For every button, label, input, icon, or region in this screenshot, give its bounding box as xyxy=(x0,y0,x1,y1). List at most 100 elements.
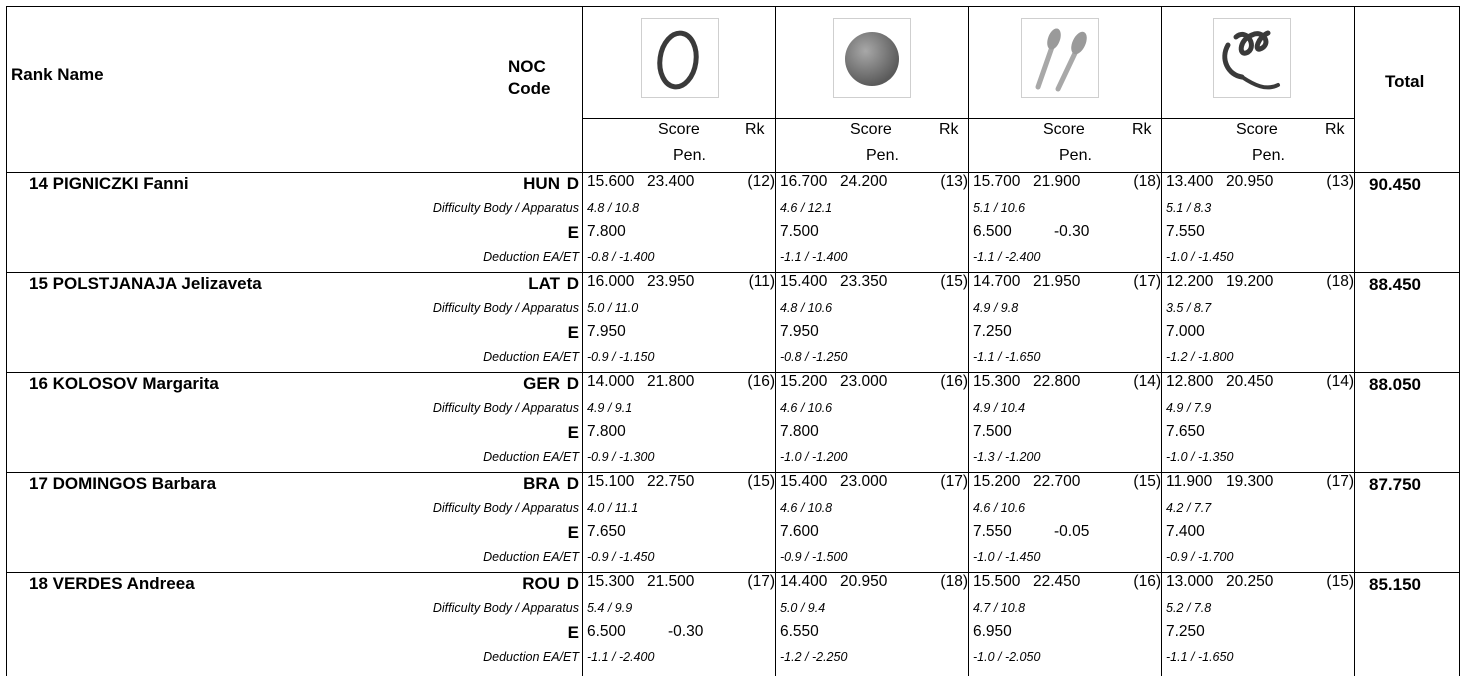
d-score: 15.300 xyxy=(973,373,1021,390)
athlete-noc: ROU xyxy=(522,574,560,593)
d-score: 15.600 xyxy=(587,173,635,190)
apparatus-rank: (16) xyxy=(940,373,968,390)
d-score: 13.400 xyxy=(1166,173,1214,190)
e-score: 7.000 xyxy=(1166,323,1205,340)
difficulty-value: 5.1 / 8.3 xyxy=(1166,201,1212,215)
difficulty-value: 4.7 / 10.8 xyxy=(973,601,1026,615)
col-sep-2 xyxy=(775,6,776,676)
deduction-value: -1.0 / -1.200 xyxy=(780,450,848,464)
difficulty-value: 4.9 / 9.1 xyxy=(587,401,633,415)
athlete-rank-name: 16 KOLOSOV Margarita xyxy=(29,374,219,393)
deduction-value: -0.9 / -1.500 xyxy=(780,550,848,564)
apparatus-score: 23.000 xyxy=(840,373,888,390)
d-label: D xyxy=(566,374,579,393)
deduction-label: Deduction EA/ET xyxy=(483,450,579,464)
apparatus-rank: (16) xyxy=(747,373,775,390)
difficulty-value: 4.8 / 10.6 xyxy=(780,301,833,315)
e-score: 7.950 xyxy=(587,323,626,340)
e-score: 6.500 xyxy=(973,223,1012,240)
d-score: 15.700 xyxy=(973,173,1021,190)
apparatus-score: 22.450 xyxy=(1033,573,1081,590)
difficulty-value: 5.0 / 11.0 xyxy=(587,301,639,315)
d-score: 12.200 xyxy=(1166,273,1214,290)
e-score: 7.250 xyxy=(1166,623,1205,640)
apparatus-rank: (12) xyxy=(747,173,775,190)
apparatus-rank: (18) xyxy=(1133,173,1161,190)
athlete-rank-name: 17 DOMINGOS Barbara xyxy=(29,474,217,493)
rk-header-1: Rk xyxy=(745,121,765,138)
apparatus-score: 24.200 xyxy=(840,173,888,190)
deduction-value: -0.9 / -1.700 xyxy=(1166,550,1234,564)
apparatus-score: 21.500 xyxy=(647,573,695,590)
athlete-rank-name: 18 VERDES Andreea xyxy=(29,574,195,593)
apparatus-score: 23.400 xyxy=(647,173,695,190)
e-score: 7.650 xyxy=(1166,423,1205,440)
col-sep-1 xyxy=(582,6,583,676)
d-label: D xyxy=(566,274,579,293)
apparatus-rank: (13) xyxy=(1326,173,1354,190)
deduction-value: -0.8 / -1.400 xyxy=(587,250,655,264)
d-label: D xyxy=(566,574,579,593)
athlete-total: 87.750 xyxy=(1369,475,1421,494)
d-score: 15.200 xyxy=(973,473,1021,490)
athlete-total: 88.450 xyxy=(1369,275,1421,294)
penalty-value: -0.05 xyxy=(1054,523,1090,540)
d-score: 16.000 xyxy=(587,273,635,290)
apparatus-rank: (17) xyxy=(747,573,775,590)
score-header-1: Score xyxy=(658,121,700,138)
noc-header-line1: NOC xyxy=(508,57,546,76)
difficulty-value: 4.9 / 9.8 xyxy=(973,301,1019,315)
athlete-total: 90.450 xyxy=(1369,175,1421,194)
pen-header-2: Pen. xyxy=(866,147,899,164)
block-separator xyxy=(6,372,1460,373)
difficulty-label: Difficulty Body / Apparatus xyxy=(432,201,579,215)
difficulty-label: Difficulty Body / Apparatus xyxy=(432,501,579,515)
e-score: 7.950 xyxy=(780,323,819,340)
athlete-total: 85.150 xyxy=(1369,575,1421,594)
deduction-value: -0.9 / -1.150 xyxy=(587,350,655,364)
d-label: D xyxy=(566,174,579,193)
deduction-value: -1.0 / -2.050 xyxy=(973,650,1041,664)
e-score: 7.600 xyxy=(780,523,819,540)
apparatus-score: 23.950 xyxy=(647,273,695,290)
e-label: E xyxy=(567,323,579,342)
d-score: 14.700 xyxy=(973,273,1021,290)
deduction-label: Deduction EA/ET xyxy=(483,550,579,564)
e-score: 7.400 xyxy=(1166,523,1205,540)
d-score: 11.900 xyxy=(1166,473,1213,490)
d-score: 13.000 xyxy=(1166,573,1214,590)
e-score: 7.550 xyxy=(973,523,1012,540)
apparatus-rank: (18) xyxy=(940,573,968,590)
score-header-2: Score xyxy=(850,121,892,138)
apparatus-score: 19.200 xyxy=(1226,273,1274,290)
e-score: 6.550 xyxy=(780,623,819,640)
apparatus-score: 22.750 xyxy=(647,473,695,490)
difficulty-value: 4.6 / 12.1 xyxy=(780,201,833,215)
athlete-rank-name: 15 POLSTJANAJA Jelizaveta xyxy=(29,274,262,293)
apparatus-rank: (18) xyxy=(1326,273,1354,290)
ribbon-icon xyxy=(1213,18,1291,98)
clubs-icon xyxy=(1021,18,1099,98)
difficulty-value: 3.5 / 8.7 xyxy=(1166,301,1212,315)
deduction-value: -1.1 / -1.400 xyxy=(780,250,848,264)
apparatus-score: 20.450 xyxy=(1226,373,1274,390)
d-score: 15.300 xyxy=(587,573,635,590)
apparatus-score: 19.300 xyxy=(1226,473,1274,490)
difficulty-value: 5.4 / 9.9 xyxy=(587,601,633,615)
deduction-value: -1.0 / -1.450 xyxy=(973,550,1041,564)
deduction-label: Deduction EA/ET xyxy=(483,350,579,364)
athlete-noc: HUN xyxy=(523,174,560,193)
difficulty-value: 4.0 / 11.1 xyxy=(587,501,639,515)
apparatus-score: 21.800 xyxy=(647,373,695,390)
deduction-value: -1.1 / -2.400 xyxy=(973,250,1041,264)
apparatus-rank: (17) xyxy=(940,473,968,490)
frame-left xyxy=(6,6,7,676)
difficulty-value: 4.2 / 7.7 xyxy=(1166,501,1212,515)
deduction-value: -1.1 / -1.650 xyxy=(1166,650,1234,664)
athlete-noc: BRA xyxy=(523,474,560,493)
frame-top xyxy=(6,6,1460,7)
rank-name-header: Rank Name xyxy=(11,65,104,84)
apparatus-score: 22.700 xyxy=(1033,473,1081,490)
apparatus-score: 23.350 xyxy=(840,273,888,290)
col-sep-3 xyxy=(968,6,969,676)
